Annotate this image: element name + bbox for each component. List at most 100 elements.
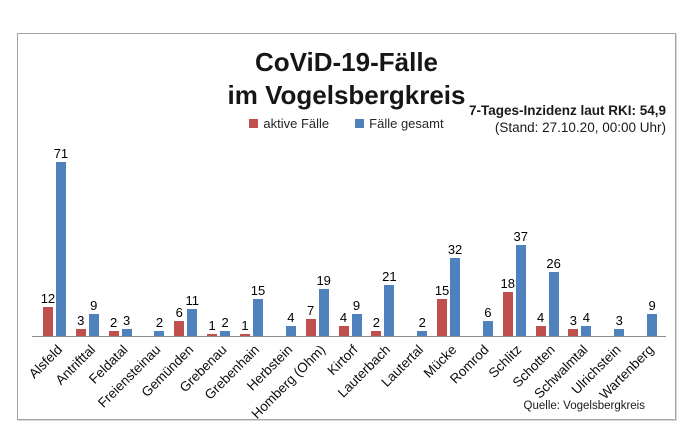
value-label: 1 [208, 317, 216, 333]
bar-group: 3 [596, 114, 629, 336]
incidence-value: 7-Tages-Inzidenz laut RKI: 54,9 [468, 103, 666, 118]
bar-slot: 3 [75, 114, 86, 336]
bar-aktive-faelle [338, 326, 349, 336]
bar-slot: 3 [614, 114, 625, 336]
bar-aktive-faelle [174, 321, 185, 336]
bar-slot: 21 [382, 114, 397, 336]
bar-group: 2 21 [366, 114, 399, 336]
bar-group: 4 [268, 114, 301, 336]
bar-faelle-gesamt [220, 331, 231, 336]
bar-faelle-gesamt [450, 257, 461, 336]
bar-slot: 15 [434, 114, 450, 336]
incidence-date: (Stand: 27.10.20, 00:00 Uhr) [494, 120, 666, 135]
incidence-note: 7-Tages-Inzidenz laut RKI: 54,9 (Stand: … [469, 102, 666, 136]
category-cell: Lautertal [379, 340, 432, 418]
bar-faelle-gesamt [285, 326, 296, 336]
x-axis-line [32, 336, 666, 337]
bar-slot [469, 114, 480, 336]
value-label: 32 [447, 241, 463, 257]
bar-aktive-faelle [502, 291, 513, 336]
bar-slot: 3 [568, 114, 579, 336]
bar-aktive-faelle [535, 326, 546, 336]
bar-group: 12 71 [38, 114, 71, 336]
bar-group: 2 [137, 114, 170, 336]
value-label: 37 [513, 229, 528, 245]
bar-faelle-gesamt [647, 313, 658, 336]
chart-title-line2: im Vogelsbergkreis [227, 80, 466, 110]
bar-group: 15 32 [432, 114, 465, 336]
bar-aktive-faelle [305, 318, 316, 336]
value-label: 1 [241, 317, 249, 333]
value-label: 15 [434, 283, 450, 299]
value-label: 3 [122, 312, 131, 328]
bar-slot: 6 [174, 114, 185, 336]
chart-title: CoViD-19-Fälle im Vogelsbergkreis [18, 46, 675, 112]
bar-slot: 32 [447, 114, 463, 336]
category-cell: Romrod [447, 340, 498, 418]
bar-slot: 9 [88, 114, 99, 336]
source-note: Quelle: Vogelsbergkreis [523, 400, 645, 412]
value-label: 4 [339, 310, 348, 326]
bar-aktive-faelle [437, 299, 448, 336]
bar-faelle-gesamt [515, 245, 526, 336]
bar-faelle-gesamt [548, 272, 559, 336]
value-label: 18 [500, 275, 515, 291]
value-label: 6 [484, 305, 492, 321]
bar-aktive-faelle [108, 331, 119, 336]
bar-group: 1 15 [235, 114, 268, 336]
value-label: 2 [372, 315, 380, 331]
bar-aktive-faelle [371, 331, 382, 336]
value-label: 15 [250, 283, 266, 299]
bar-group: 9 [629, 114, 662, 336]
bar-slot: 11 [186, 114, 199, 336]
bar-faelle-gesamt [581, 326, 592, 336]
bar-faelle-gesamt [614, 328, 625, 336]
value-label: 19 [316, 273, 331, 289]
bar-slot: 4 [285, 114, 296, 336]
bar-slot: 2 [220, 114, 231, 336]
chart-legend: aktive Fälle Fälle gesamt [18, 116, 675, 131]
bar-aktive-faelle [75, 328, 86, 336]
bar-slot: 4 [535, 114, 546, 336]
bar-slot: 12 [40, 114, 56, 336]
value-label: 4 [536, 310, 545, 326]
value-label: 2 [155, 315, 164, 331]
bar-slot [634, 114, 645, 336]
bar-slot: 2 [371, 114, 382, 336]
bar-slot: 7 [305, 114, 316, 336]
bar-slot: 18 [500, 114, 515, 336]
bar-slot: 6 [482, 114, 493, 336]
bar-slot: 2 [417, 114, 428, 336]
bar-slot: 9 [647, 114, 658, 336]
bar-faelle-gesamt [384, 284, 395, 336]
bar-slot: 4 [581, 114, 592, 336]
value-label: 3 [615, 312, 623, 328]
legend-label-aktive-faelle: aktive Fälle [263, 116, 330, 131]
value-label: 9 [352, 297, 361, 313]
bar-slot: 19 [316, 114, 331, 336]
value-label: 2 [418, 315, 426, 331]
category-cell: Homberg (Ohm) [248, 340, 334, 422]
bar-group: 6 11 [169, 114, 202, 336]
legend-label-faelle-gesamt: Fälle gesamt [369, 116, 444, 131]
bar-slot: 4 [338, 114, 349, 336]
value-label: 3 [77, 312, 85, 328]
bar-slot: 9 [351, 114, 362, 336]
value-label: 9 [648, 297, 656, 313]
value-label: 7 [307, 302, 315, 318]
bar-faelle-gesamt [88, 313, 99, 336]
chart-title-line1: CoViD-19-Fälle [254, 47, 438, 77]
legend-swatch-red-icon [249, 119, 259, 128]
value-label: 2 [109, 315, 118, 331]
legend-item-aktive-faelle: aktive Fälle [249, 116, 329, 131]
value-label: 12 [40, 290, 56, 306]
bar-slot: 1 [207, 114, 218, 336]
bar-aktive-faelle [239, 333, 250, 336]
bar-slot [601, 114, 612, 336]
bar-slot: 71 [53, 114, 69, 336]
bar-slot: 37 [513, 114, 528, 336]
value-label: 71 [53, 146, 69, 162]
bar-group: 4 26 [531, 114, 564, 336]
